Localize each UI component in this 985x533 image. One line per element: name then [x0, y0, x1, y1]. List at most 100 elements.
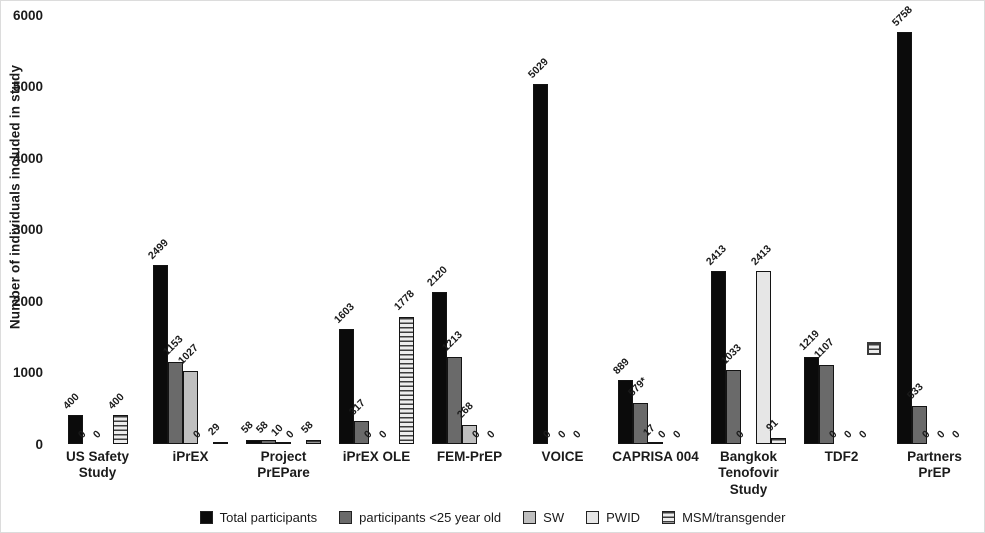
bar-total	[339, 329, 354, 444]
bar-slot-total: 1603	[332, 9, 357, 444]
bar-slot-under25: 0	[75, 9, 98, 444]
study-group-4: 1603 317 0 0 1778 iPrEX OLE	[330, 9, 423, 464]
bar-slot-pwid: 0	[470, 9, 492, 444]
bar-slot-under25: 1153	[161, 9, 185, 444]
bar-slot-sw: 10	[269, 9, 291, 444]
bar-value-label: 58	[238, 419, 256, 437]
legend-item-sw: SW	[523, 510, 564, 525]
bar-under25	[261, 439, 276, 444]
bar-slot-sw: 0	[362, 9, 384, 444]
legend-label: PWID	[606, 510, 641, 525]
bar-slot-total: 58	[239, 9, 261, 444]
bar-slot-sw: 0	[734, 9, 756, 444]
bar-slot-sw: 0	[827, 9, 849, 444]
study-group-8: 2413 1033 0 2413 91 Bangkok Tenofovir Study	[702, 9, 795, 497]
bar-groups: 400 0 0 400 US Safety Study 2499 1153 1027 0 29 iP…	[51, 4, 981, 497]
bar-value-label: 889	[610, 355, 632, 377]
x-category-label: US Safety Study	[65, 449, 130, 481]
bar-msm	[399, 316, 414, 444]
bar-total	[711, 271, 726, 444]
bar-msm	[306, 439, 321, 444]
bar-slot-total: 2413	[704, 9, 729, 444]
bar-slot-sw: 0	[555, 9, 578, 444]
bar-sw	[183, 370, 198, 444]
bar-value-label: 400	[60, 390, 82, 412]
bar-slot-total: 400	[60, 9, 83, 444]
x-category-label: TDF2	[824, 449, 859, 464]
bar-slot-pwid: 0	[656, 9, 678, 444]
bar-slot-total: 5029	[525, 9, 550, 444]
legend-swatch-msm-icon	[662, 511, 676, 524]
bar-under25	[726, 370, 741, 444]
bar-slot-msm: 0	[950, 9, 972, 444]
bar-slot-total: 5758	[890, 4, 915, 444]
bar-slot-sw: 268	[455, 9, 477, 444]
bar-slot-total: 1219	[797, 9, 822, 444]
bar-msm	[771, 437, 786, 444]
bar-slot-under25: 533	[905, 9, 927, 444]
y-tick-label: 4000	[12, 150, 43, 166]
legend-label: SW	[543, 510, 565, 525]
y-tick-label: 1000	[12, 364, 43, 380]
bar-slot-pwid: 0	[284, 9, 306, 444]
bar-slot-pwid: 0	[570, 9, 593, 444]
bar-slot-sw: 1027	[176, 9, 201, 444]
legend-swatch-total-icon	[199, 511, 213, 524]
bar-slot-under25: 58	[254, 9, 276, 444]
bar-slot-sw: 17	[641, 9, 663, 444]
bar-value-label: 1603	[331, 300, 357, 326]
bar-slot-msm: 0	[485, 9, 507, 444]
legend-label: participants <25 year old	[359, 510, 502, 525]
bar-under25	[168, 361, 183, 444]
bar-slot-msm: 29	[206, 9, 228, 444]
bar-value-label: 2413	[703, 242, 729, 268]
bar-total	[618, 380, 633, 444]
study-group-7: 889 579* 17 0 0 CAPRISA 004	[609, 9, 702, 464]
stray-msm-swatch	[867, 342, 881, 355]
bar-total	[804, 356, 819, 444]
bar-slot-under25: 579*	[626, 9, 650, 444]
y-tick-label: 5000	[12, 78, 43, 94]
bar-slot-msm: 400	[105, 9, 128, 444]
bar-slot-sw: 0	[920, 9, 942, 444]
bar-slot-msm: 58	[299, 9, 321, 444]
x-category-label: iPrEX	[172, 449, 209, 464]
bar-slot-msm: 0	[671, 9, 693, 444]
legend-item-under25: participants <25 year old	[339, 510, 501, 525]
study-group-2: 2499 1153 1027 0 29 iPrEX	[144, 9, 237, 464]
legend-item-total: Total participants	[199, 510, 317, 525]
bar-under25	[633, 402, 648, 444]
x-category-label: Partners PrEP	[907, 449, 962, 481]
bar-pwid	[756, 271, 771, 444]
x-category-label: Bangkok Tenofovir Study	[718, 449, 779, 497]
bar-value-label: 5029	[525, 55, 551, 81]
bar-slot-under25: 0	[540, 9, 563, 444]
bar-slot-sw: 0	[90, 9, 113, 444]
bar-slot-pwid: 0	[842, 9, 864, 444]
legend: Total participants participants <25 year …	[1, 510, 984, 525]
y-tick-label: 6000	[12, 7, 43, 23]
bar-sw	[462, 424, 477, 444]
bar-total	[432, 292, 447, 444]
bar-sw	[648, 442, 663, 444]
bar-value-label: 2499	[145, 236, 171, 262]
y-axis-title: Number of individuals included in study	[7, 64, 23, 330]
bar-slot-under25: 1213	[440, 9, 465, 444]
legend-swatch-under25-icon	[339, 511, 353, 524]
bar-slot-under25: 1033	[719, 9, 744, 444]
study-group-3: 58 58 10 0 58 Project PrEPare	[237, 9, 330, 480]
legend-swatch-sw-icon	[523, 511, 537, 524]
x-category-label: iPrEX OLE	[342, 449, 411, 464]
bar-slot-msm: 91	[764, 9, 786, 444]
bar-slot-pwid: 0	[377, 9, 399, 444]
y-tick-label: 3000	[12, 221, 43, 237]
bar-under25	[354, 421, 369, 444]
bar-total	[153, 265, 168, 444]
bar-slot-under25: 1107	[812, 9, 836, 444]
x-category-label: Project PrEPare	[257, 449, 310, 481]
y-tick-label: 0	[35, 436, 43, 452]
bar-slot-total: 889	[611, 9, 633, 444]
y-tick-label: 2000	[12, 293, 43, 309]
bar-slot-under25: 317	[347, 9, 369, 444]
legend-swatch-pwid-icon	[586, 511, 600, 524]
